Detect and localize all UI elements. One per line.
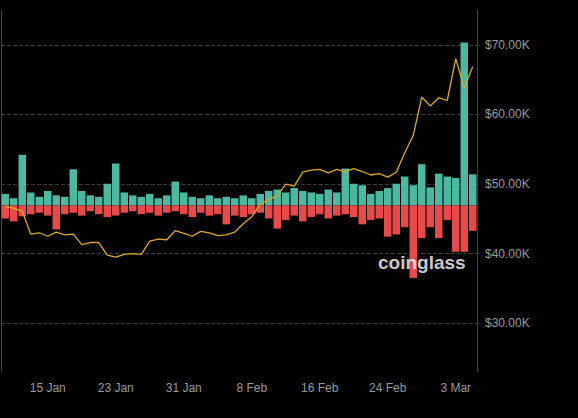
svg-text:31 Jan: 31 Jan [166,381,202,395]
svg-text:24 Feb: 24 Feb [369,381,407,395]
svg-text:$70.00K: $70.00K [485,38,530,52]
svg-text:coinglass: coinglass [378,252,466,273]
svg-text:16 Feb: 16 Feb [301,381,339,395]
svg-text:$50.00K: $50.00K [485,177,530,191]
svg-text:$30.00K: $30.00K [485,316,530,330]
svg-text:3 Mar: 3 Mar [440,381,471,395]
svg-text:15 Jan: 15 Jan [30,381,66,395]
svg-text:23 Jan: 23 Jan [98,381,134,395]
svg-text:$40.00K: $40.00K [485,247,530,261]
svg-text:8 Feb: 8 Feb [236,381,267,395]
svg-text:$60.00K: $60.00K [485,107,530,121]
